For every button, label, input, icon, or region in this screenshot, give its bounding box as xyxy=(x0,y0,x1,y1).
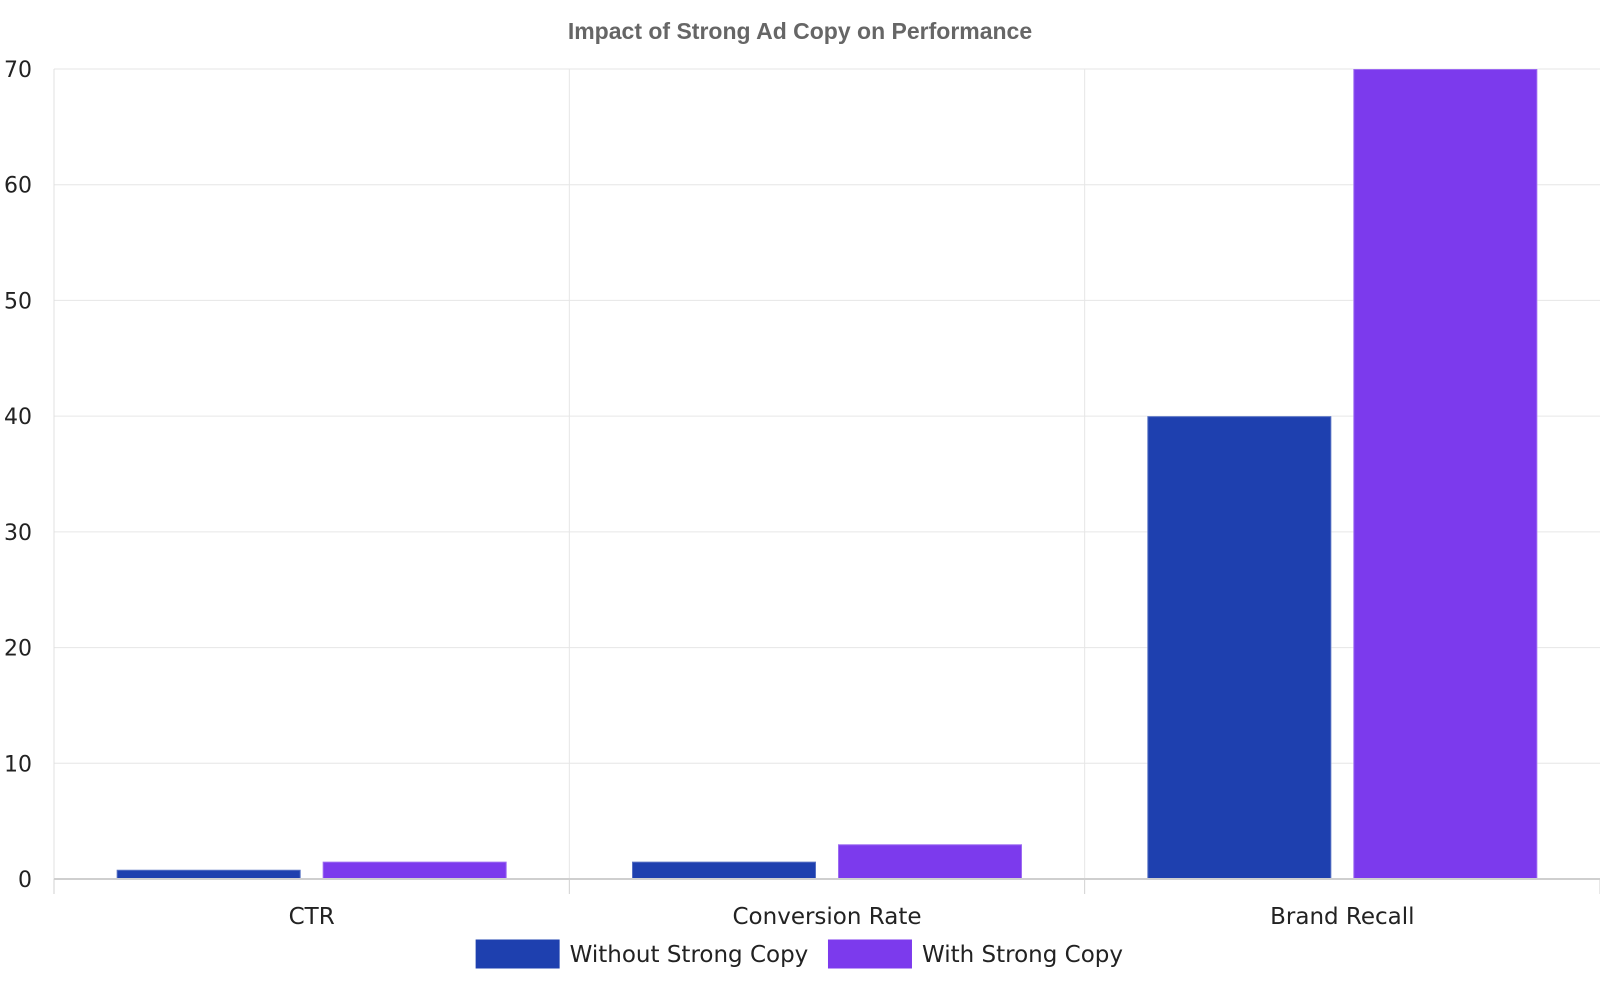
y-tick-label: 10 xyxy=(4,752,32,777)
x-tick-label: Brand Recall xyxy=(1270,904,1414,930)
bar-without-strong-copy-conversion-rate xyxy=(631,860,817,881)
legend-label-with-strong-copy[interactable]: With Strong Copy xyxy=(922,942,1123,968)
bar-without-strong-copy-ctr xyxy=(115,868,302,881)
bar-with-strong-copy-conversion-rate xyxy=(837,843,1023,880)
y-tick-label: 0 xyxy=(18,868,32,893)
y-tick-label: 40 xyxy=(4,405,32,430)
y-tick-label: 70 xyxy=(4,58,32,83)
bar-without-strong-copy-brand-recall xyxy=(1146,415,1333,880)
legend-swatch-without-strong-copy[interactable] xyxy=(475,939,560,969)
y-tick-label: 50 xyxy=(4,289,32,314)
x-tick-label: CTR xyxy=(289,904,335,930)
chart-title: Impact of Strong Ad Copy on Performance xyxy=(567,18,1033,44)
legend-swatch-with-strong-copy[interactable] xyxy=(827,939,912,969)
y-tick-label: 30 xyxy=(4,521,32,546)
bar-with-strong-copy-ctr xyxy=(321,860,508,881)
bar-with-strong-copy-brand-recall xyxy=(1352,68,1539,880)
y-tick-label: 20 xyxy=(4,637,32,662)
legend-label-without-strong-copy[interactable]: Without Strong Copy xyxy=(570,942,809,968)
x-tick-label: Conversion Rate xyxy=(733,904,922,930)
y-tick-label: 60 xyxy=(4,174,32,199)
